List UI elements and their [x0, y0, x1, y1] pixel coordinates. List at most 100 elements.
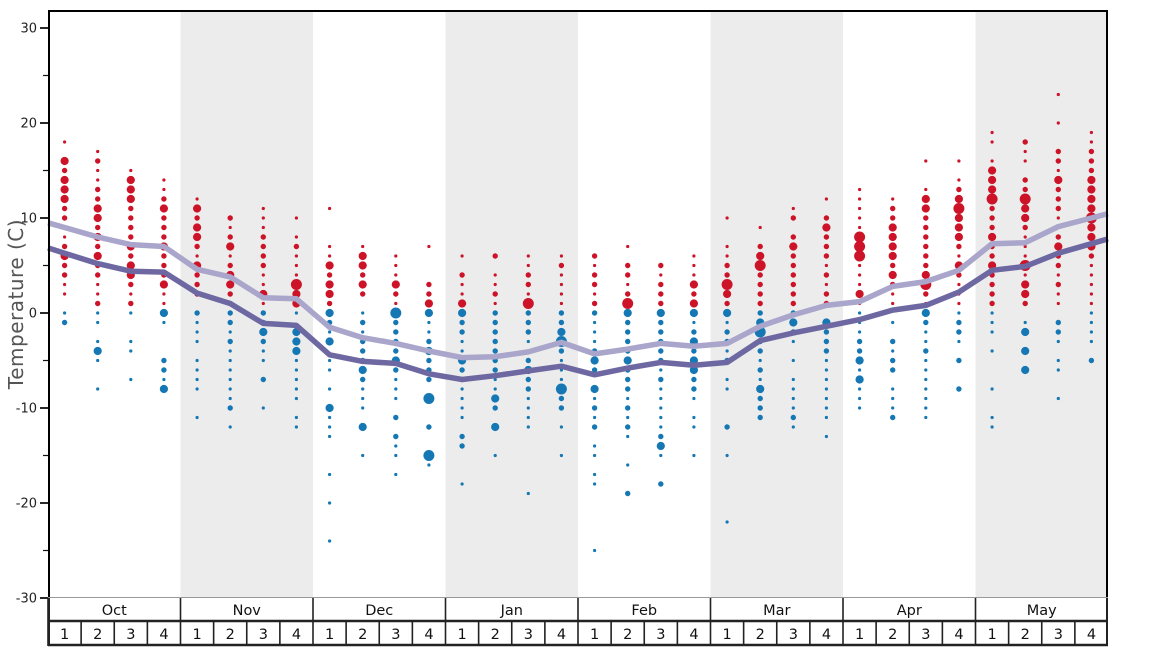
- blue-temperature-dot: [294, 358, 298, 363]
- blue-temperature-dot: [459, 443, 465, 449]
- red-temperature-dot: [988, 166, 997, 175]
- red-temperature-dot: [193, 204, 202, 213]
- blue-temperature-dot: [328, 539, 332, 543]
- red-temperature-dot: [61, 243, 68, 250]
- red-temperature-dot: [1089, 130, 1093, 135]
- red-temperature-dot: [824, 197, 829, 201]
- red-temperature-dot: [559, 254, 564, 258]
- red-temperature-dot: [227, 215, 233, 221]
- red-temperature-dot: [161, 224, 167, 231]
- red-temperature-dot: [757, 243, 763, 250]
- blue-temperature-dot: [691, 386, 697, 392]
- red-temperature-dot: [294, 254, 298, 258]
- blue-temperature-dot: [328, 368, 332, 372]
- week-number-label: 3: [524, 627, 533, 643]
- blue-temperature-dot: [921, 308, 930, 318]
- y-tick-label: 10: [20, 212, 37, 227]
- red-temperature-dot: [789, 242, 798, 251]
- red-temperature-dot: [424, 299, 433, 308]
- blue-temperature-dot: [924, 396, 928, 401]
- blue-temperature-dot: [593, 330, 597, 334]
- week-number-label: 2: [756, 627, 765, 643]
- blue-temperature-dot: [260, 310, 266, 316]
- red-temperature-dot: [1089, 273, 1093, 277]
- blue-temperature-dot: [227, 338, 233, 345]
- red-temperature-dot: [858, 273, 862, 277]
- red-temperature-dot: [823, 234, 830, 240]
- blue-temperature-dot: [227, 319, 233, 326]
- red-temperature-dot: [261, 206, 265, 211]
- red-temperature-dot: [1088, 148, 1095, 155]
- red-temperature-dot: [921, 204, 930, 213]
- red-temperature-dot: [194, 272, 200, 278]
- red-temperature-dot: [63, 140, 67, 144]
- red-temperature-dot: [61, 215, 68, 221]
- red-temperature-dot: [93, 251, 102, 261]
- blue-temperature-dot: [824, 406, 829, 410]
- red-temperature-dot: [890, 215, 896, 221]
- blue-temperature-dot: [659, 415, 663, 420]
- blue-temperature-dot: [328, 472, 332, 477]
- red-temperature-dot: [95, 196, 101, 202]
- blue-temperature-dot: [626, 434, 630, 439]
- blue-temperature-dot: [858, 330, 862, 334]
- blue-temperature-dot: [757, 405, 763, 411]
- red-temperature-dot: [227, 262, 233, 269]
- red-temperature-dot: [159, 204, 168, 213]
- red-temperature-dot: [1087, 223, 1096, 232]
- blue-temperature-dot: [492, 367, 498, 373]
- blue-temperature-dot: [625, 319, 631, 326]
- blue-temperature-dot: [593, 548, 597, 553]
- blue-temperature-dot: [957, 311, 961, 315]
- blue-temperature-dot: [1089, 320, 1093, 325]
- red-temperature-dot: [1023, 159, 1027, 163]
- red-temperature-dot: [989, 205, 995, 212]
- week-number-label: 1: [987, 627, 996, 643]
- red-temperature-dot: [60, 175, 69, 185]
- blue-temperature-dot: [328, 358, 332, 363]
- red-temperature-dot: [1087, 194, 1096, 204]
- blue-temperature-dot: [724, 424, 730, 430]
- red-temperature-dot: [1022, 224, 1028, 231]
- week-number-label: 4: [557, 627, 566, 643]
- red-temperature-dot: [725, 254, 729, 258]
- week-number-label: 3: [656, 627, 665, 643]
- blue-temperature-dot: [1056, 368, 1060, 372]
- blue-temperature-dot: [525, 357, 531, 364]
- red-temperature-dot: [492, 253, 498, 259]
- red-temperature-dot: [824, 263, 829, 268]
- blue-temperature-dot: [659, 368, 663, 372]
- red-temperature-dot: [361, 244, 365, 249]
- blue-temperature-dot: [228, 330, 232, 334]
- blue-temperature-dot: [325, 308, 334, 318]
- red-temperature-dot: [128, 224, 134, 231]
- blue-temperature-dot: [824, 396, 829, 401]
- red-temperature-dot: [626, 244, 630, 249]
- blue-temperature-dot: [195, 415, 199, 420]
- blue-temperature-dot: [1055, 319, 1062, 326]
- blue-temperature-dot: [227, 310, 233, 316]
- red-temperature-dot: [326, 300, 333, 307]
- red-temperature-dot: [957, 254, 961, 258]
- red-temperature-dot: [1055, 148, 1062, 155]
- blue-temperature-dot: [590, 356, 599, 365]
- red-temperature-dot: [162, 178, 166, 182]
- red-temperature-dot: [227, 291, 233, 297]
- blue-temperature-dot: [328, 330, 332, 334]
- blue-temperature-dot: [493, 387, 497, 391]
- blue-temperature-dot: [492, 329, 498, 335]
- red-temperature-dot: [622, 298, 634, 309]
- month-label: May: [1027, 603, 1057, 619]
- blue-temperature-dot: [228, 358, 232, 363]
- blue-temperature-dot: [858, 406, 862, 410]
- blue-temperature-dot: [757, 395, 763, 402]
- blue-temperature-dot: [361, 396, 365, 401]
- red-temperature-dot: [1021, 204, 1030, 213]
- blue-temperature-dot: [824, 434, 829, 439]
- blue-temperature-dot: [725, 377, 729, 382]
- red-temperature-dot: [161, 262, 167, 269]
- red-temperature-dot: [1088, 253, 1095, 259]
- red-temperature-dot: [427, 244, 431, 249]
- blue-temperature-dot: [393, 329, 399, 335]
- blue-temperature-dot: [328, 415, 332, 420]
